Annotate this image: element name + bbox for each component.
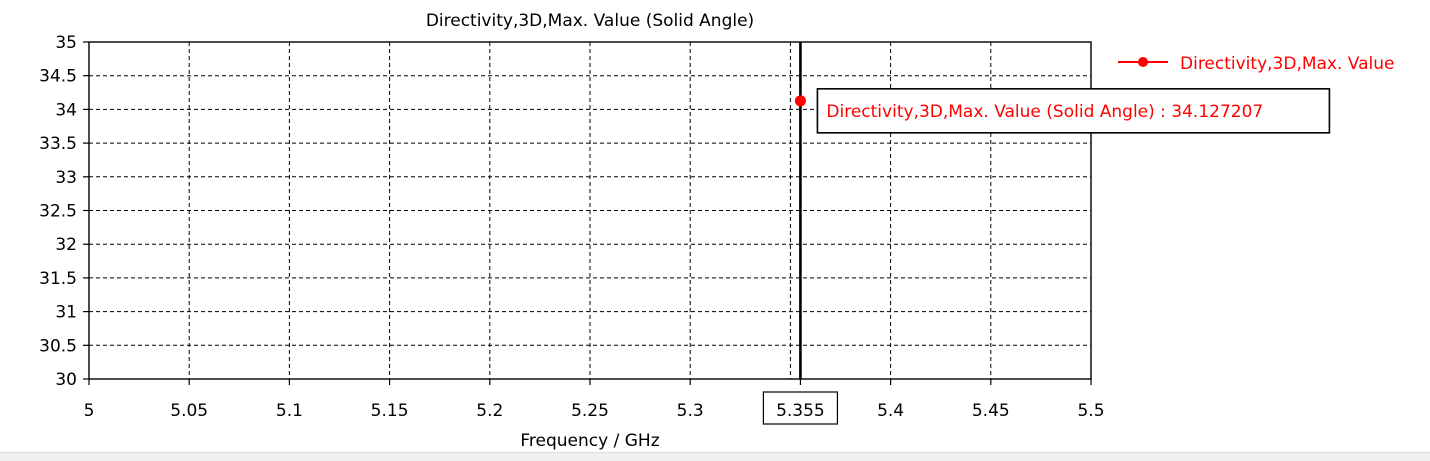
x-tick-label: 5.45 xyxy=(972,401,1010,421)
x-axis: 5 5.05 5.1 5.15 5.2 5.25 5.3 5.4 5.45 5.5 xyxy=(84,379,1105,421)
series-point xyxy=(794,95,806,107)
y-tick-label: 31 xyxy=(55,303,77,323)
x-tick-label: 5.1 xyxy=(276,401,303,421)
series-layer xyxy=(794,95,806,107)
x-tick-label: 5.2 xyxy=(476,401,503,421)
y-tick-label: 32.5 xyxy=(39,202,77,222)
x-axis-label: Frequency / GHz xyxy=(520,431,659,451)
marker-x-label: 5.355 xyxy=(776,401,825,421)
x-tick-label: 5.05 xyxy=(170,401,208,421)
y-tick-label: 32 xyxy=(55,235,77,255)
y-tick-label: 33 xyxy=(55,168,77,188)
window-bottom-edge xyxy=(0,452,1430,461)
y-tick-label: 31.5 xyxy=(39,269,77,289)
x-tick-label: 5.4 xyxy=(877,401,904,421)
y-tick-label: 33.5 xyxy=(39,134,77,154)
y-tick-label: 34 xyxy=(55,100,77,120)
y-tick-label: 30 xyxy=(55,370,77,390)
y-axis: 30 30.5 31 31.5 32 32.5 33 33.5 34 34.5 35 xyxy=(39,33,89,390)
y-tick-label: 30.5 xyxy=(39,336,77,356)
marker-x-label-box xyxy=(762,391,839,425)
marker-annotation-box xyxy=(816,88,1331,134)
x-tick-label: 5.5 xyxy=(1077,401,1104,421)
marker-annotation-text: Directivity,3D,Max. Value (Solid Angle) … xyxy=(826,102,1263,122)
x-tick-label: 5 xyxy=(84,401,95,421)
x-tick-label: 5.15 xyxy=(371,401,409,421)
y-tick-label: 35 xyxy=(55,33,77,53)
chart-title: Directivity,3D,Max. Value (Solid Angle) xyxy=(426,11,754,31)
legend-series-label: Directivity,3D,Max. Value xyxy=(1180,54,1394,74)
x-tick-label: 5.3 xyxy=(677,401,704,421)
y-tick-label: 34.5 xyxy=(39,67,77,87)
legend-series-marker xyxy=(1138,57,1148,67)
x-tick-label: 5.25 xyxy=(571,401,609,421)
legend[interactable]: Directivity,3D,Max. Value xyxy=(1118,54,1394,74)
